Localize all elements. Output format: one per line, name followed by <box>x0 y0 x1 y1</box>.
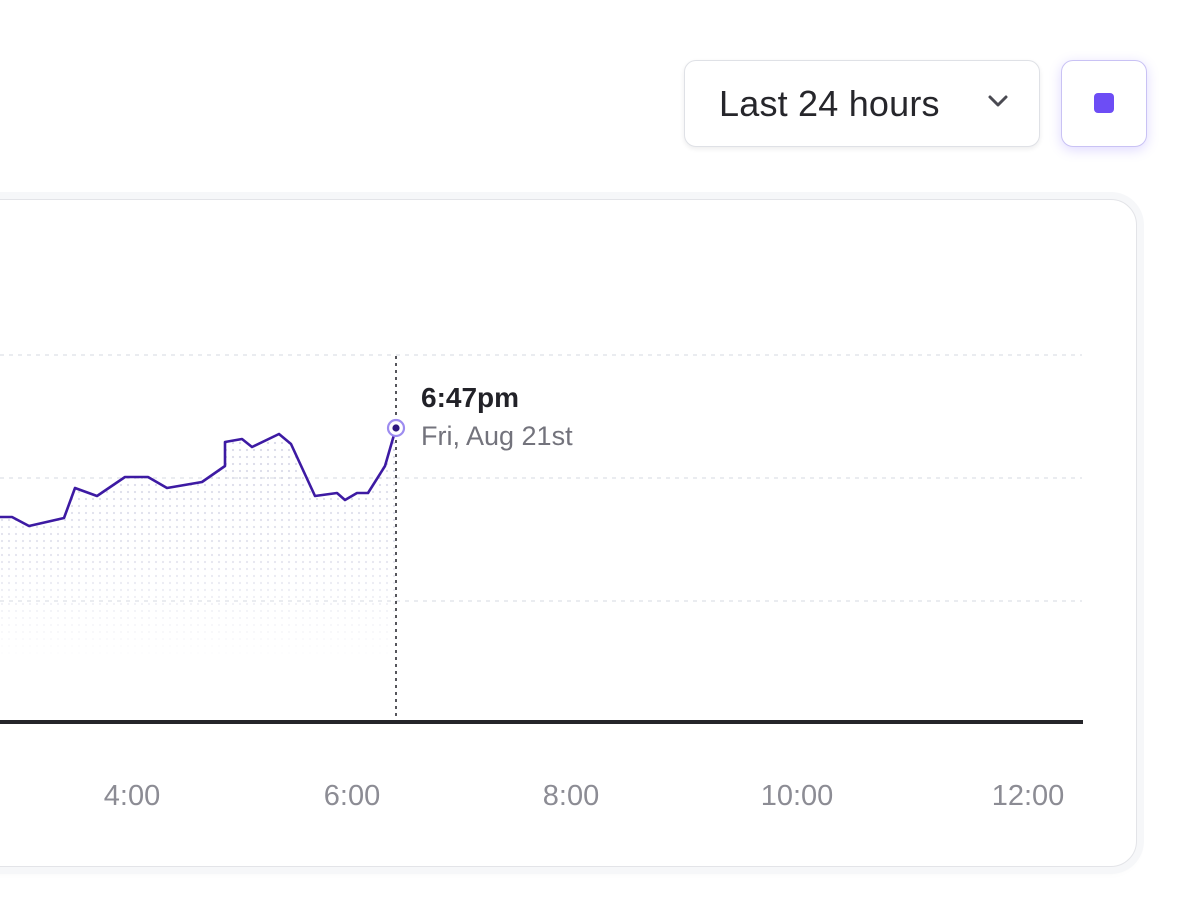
stop-square-icon <box>1094 93 1114 113</box>
x-axis-ticks: 4:00 6:00 8:00 10:00 12:00 <box>104 780 1065 812</box>
chevron-down-icon <box>987 94 1009 113</box>
x-tick-label: 12:00 <box>992 780 1065 812</box>
time-range-label: Last 24 hours <box>719 82 940 124</box>
x-tick-label: 4:00 <box>104 780 160 812</box>
x-tick-label: 10:00 <box>761 780 834 812</box>
marker-dot <box>392 424 400 432</box>
series-area-fill <box>0 428 396 660</box>
stop-button[interactable] <box>1061 60 1147 147</box>
x-tick-label: 8:00 <box>543 780 599 812</box>
x-tick-label: 6:00 <box>324 780 380 812</box>
series-line <box>0 426 398 528</box>
time-range-select[interactable]: Last 24 hours <box>684 60 1040 147</box>
tooltip-date: Fri, Aug 21st <box>421 421 573 451</box>
hover-tooltip: 6:47pm Fri, Aug 21st <box>421 382 573 451</box>
hover-point-marker <box>386 418 406 438</box>
tooltip-time: 6:47pm <box>421 382 519 413</box>
